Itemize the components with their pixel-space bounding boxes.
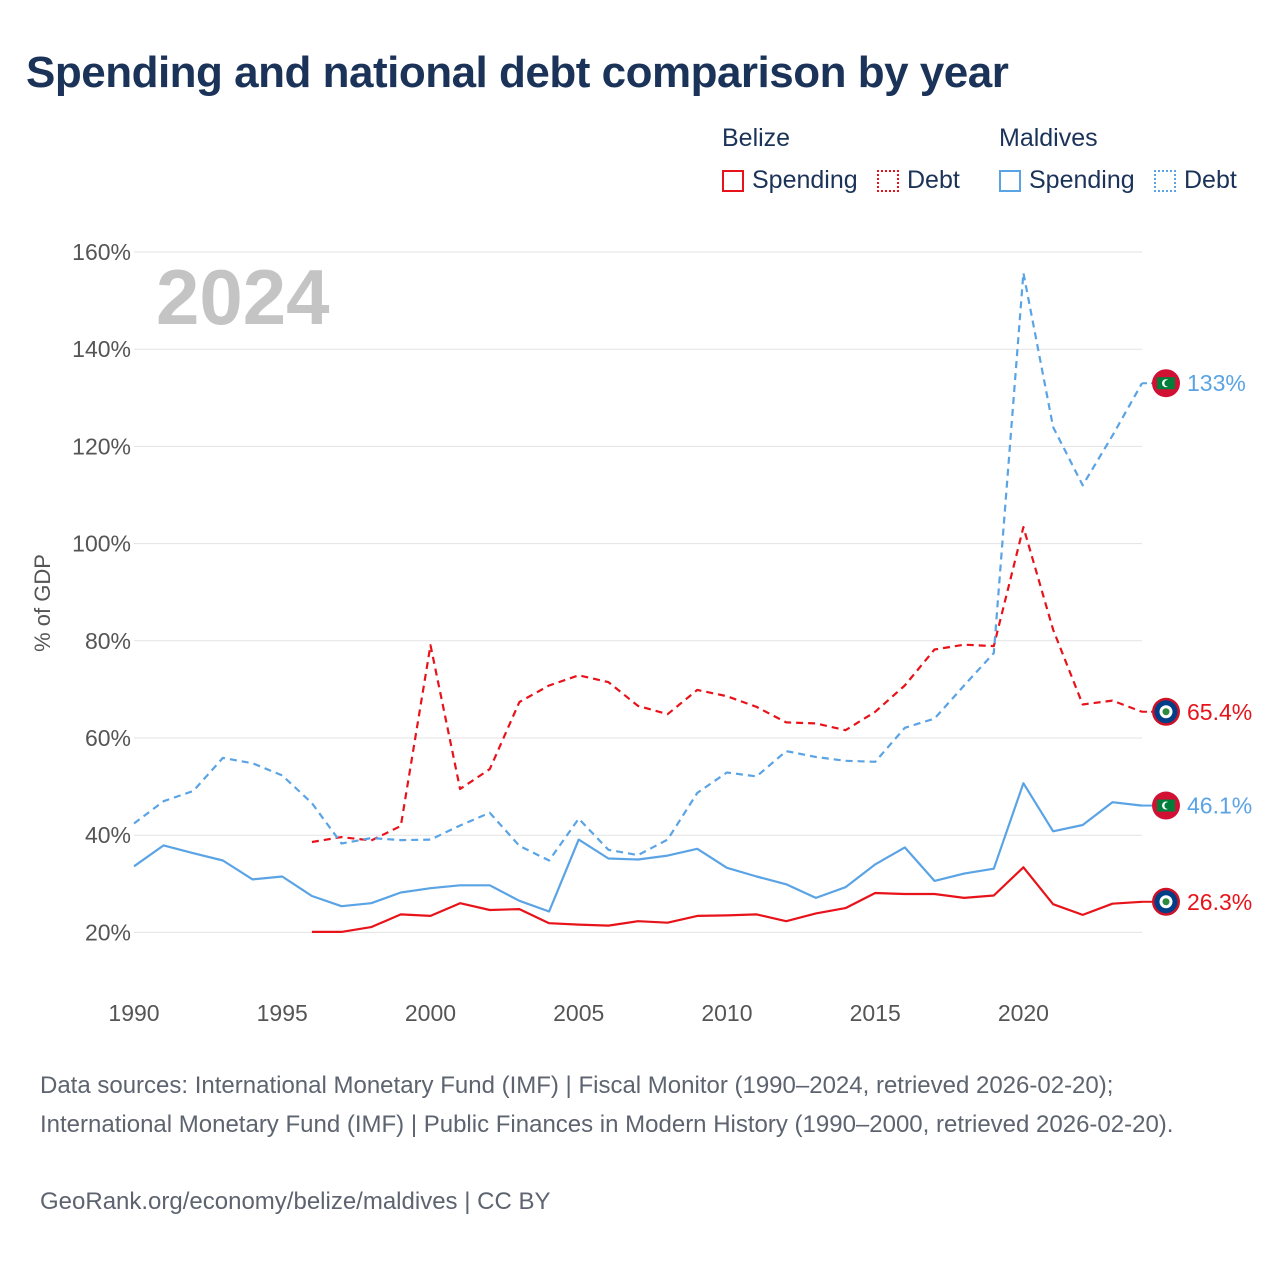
series-line-maldives-spending[interactable]	[133, 782, 1143, 913]
y-tick-label: 120%	[72, 433, 131, 459]
x-tick-label: 2005	[553, 1000, 604, 1026]
y-axis-label: % of GDP	[30, 554, 55, 652]
legend-item-belize-debt[interactable]: Debt	[877, 166, 960, 195]
legend-item-maldives-debt[interactable]: Debt	[1154, 166, 1237, 195]
series-line-belize-spending[interactable]	[311, 866, 1143, 934]
y-tick-label: 60%	[85, 725, 131, 751]
legend-label-maldives-debt: Debt	[1184, 166, 1237, 194]
series-line-belize-debt[interactable]	[311, 525, 1143, 844]
legend-swatch-belize-spending	[722, 169, 744, 192]
x-tick-label: 1995	[257, 1000, 308, 1026]
chart-title: Spending and national debt comparison by…	[26, 48, 1009, 97]
x-tick-label: 2000	[405, 1000, 456, 1026]
y-tick-label: 100%	[72, 531, 131, 557]
series-end-markers: 26.3% 65.4% 46.1% 133%	[1142, 369, 1252, 916]
y-tick-label: 80%	[85, 628, 131, 654]
series-lines	[133, 271, 1143, 934]
credit-link[interactable]: GeoRank.org/economy/belize/maldives | CC…	[40, 1188, 551, 1215]
y-tick-label: 40%	[85, 822, 131, 848]
maldives-flag-icon	[1152, 791, 1180, 820]
x-tick-label: 2020	[998, 1000, 1049, 1026]
end-value-label: 46.1%	[1187, 793, 1252, 819]
end-value-label: 26.3%	[1187, 889, 1252, 915]
end-value-label: 65.4%	[1187, 699, 1252, 725]
legend-label-belize-spending: Spending	[752, 166, 858, 194]
maldives-flag-icon	[1152, 369, 1180, 398]
legend-label-belize-debt: Debt	[907, 166, 960, 194]
gridlines	[134, 251, 1142, 933]
legend-item-belize-spending[interactable]: Spending	[722, 166, 858, 195]
legend-swatch-maldives-spending	[999, 169, 1021, 192]
legend-swatch-belize-debt	[877, 169, 899, 192]
series-line-maldives-debt[interactable]	[133, 271, 1143, 862]
y-tick-label: 160%	[72, 239, 131, 265]
legend-item-maldives-spending[interactable]: Spending	[999, 166, 1135, 195]
line-chart: 2024 % of GDP 20% 40% 60% 80% 100% 120% 140% 16…	[30, 239, 1252, 1026]
legend-label-maldives-spending: Spending	[1029, 166, 1135, 194]
legend-group-belize: Belize	[722, 124, 791, 152]
belize-flag-icon	[1152, 697, 1180, 726]
y-axis-ticks: 20% 40% 60% 80% 100% 120% 140% 160%	[72, 239, 131, 945]
year-watermark: 2024	[156, 253, 330, 341]
data-sources: Data sources: International Monetary Fun…	[40, 1072, 1174, 1138]
legend-group-maldives: Maldives	[999, 124, 1098, 152]
x-axis-ticks: 1990 1995 2000 2005 2010 2015 2020	[108, 1000, 1049, 1026]
y-tick-label: 20%	[85, 919, 131, 945]
end-value-label: 133%	[1187, 370, 1246, 396]
legend-swatch-maldives-debt	[1154, 169, 1176, 192]
x-tick-label: 2010	[701, 1000, 752, 1026]
x-tick-label: 2015	[850, 1000, 901, 1026]
x-tick-label: 1990	[108, 1000, 159, 1026]
y-tick-label: 140%	[72, 336, 131, 362]
belize-flag-icon	[1152, 887, 1180, 916]
